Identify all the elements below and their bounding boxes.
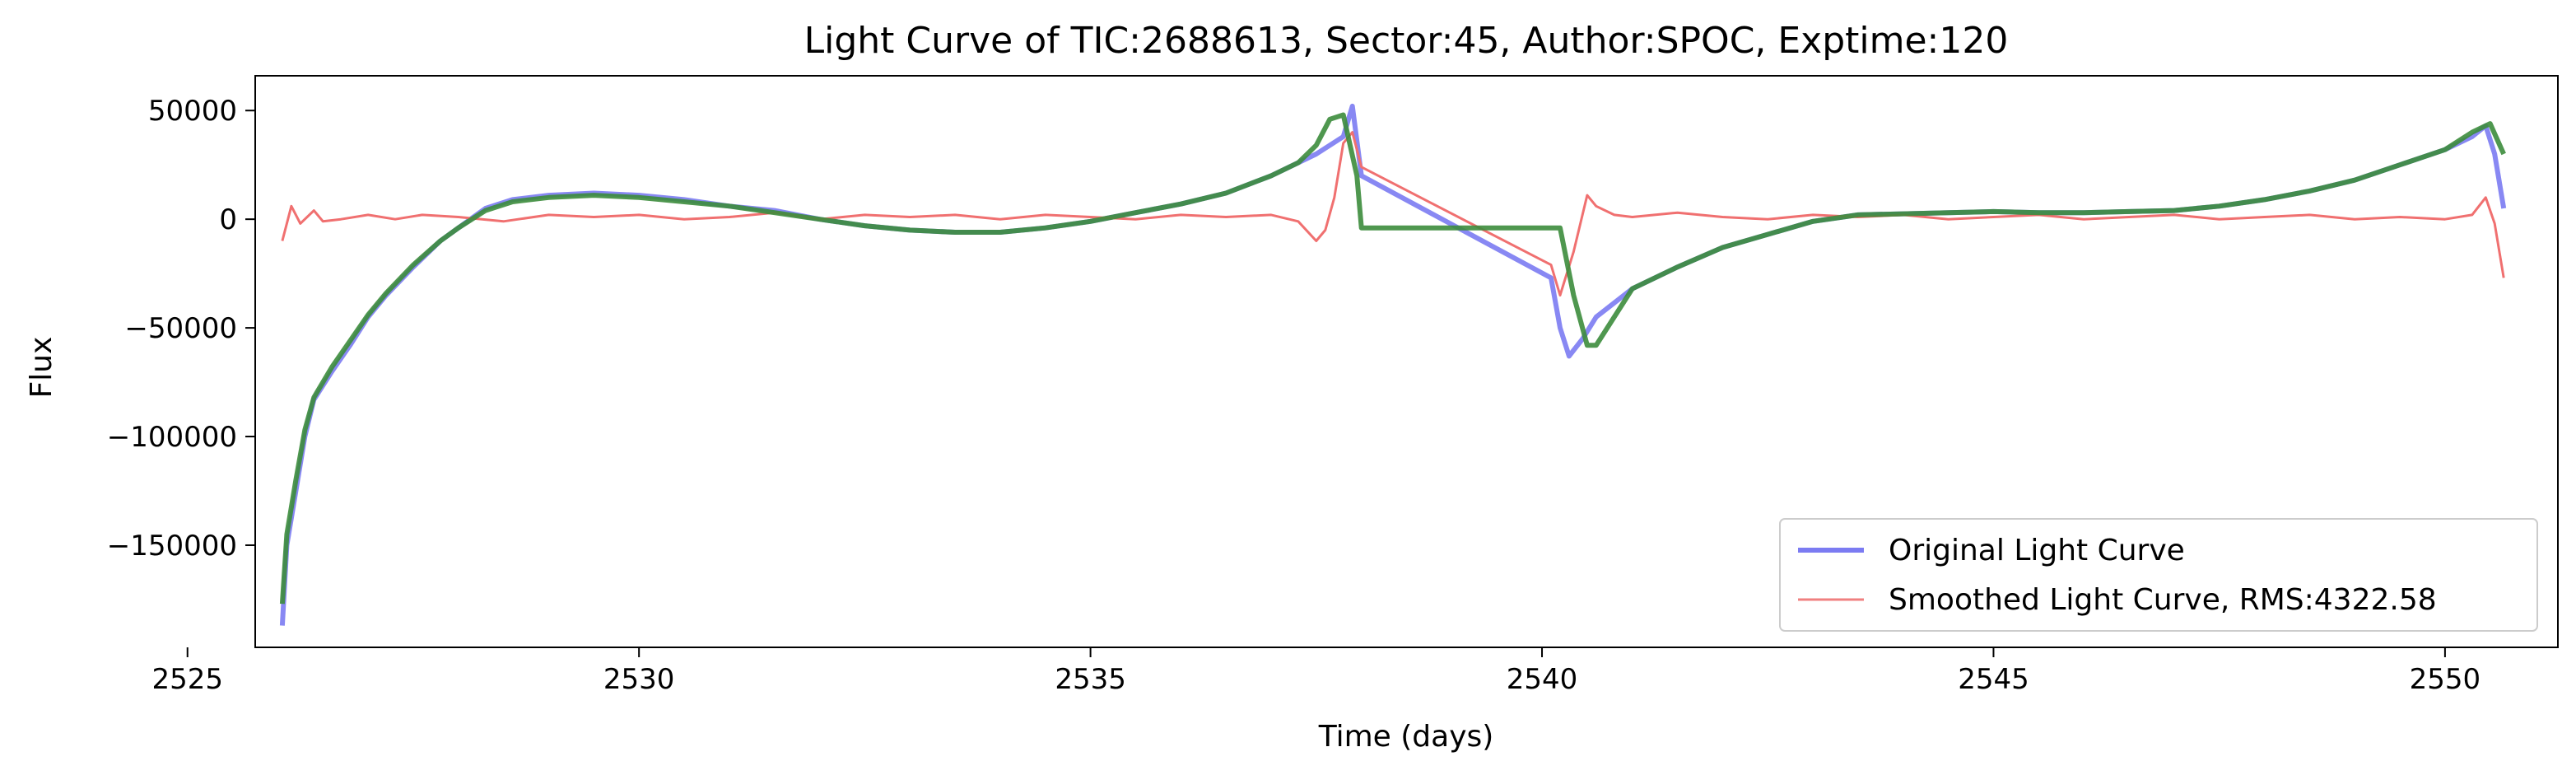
x-tick-label: 2550 (2410, 663, 2481, 696)
series-line-2 (281, 131, 2505, 296)
x-tick-label: 2535 (1055, 663, 1126, 696)
y-tick-label: 0 (219, 203, 237, 236)
x-axis-label: Time (days) (1318, 720, 1494, 754)
legend: Original Light Curve Smoothed Light Curve… (1779, 518, 2538, 632)
plot-area (254, 75, 2559, 648)
x-tick-label: 2530 (603, 663, 675, 696)
y-tick-label: −150000 (107, 530, 237, 563)
legend-label: Original Light Curve (1889, 534, 2185, 567)
legend-label: Smoothed Light Curve, RMS:4322.58 (1889, 583, 2437, 617)
y-axis-label: Flux (25, 337, 58, 399)
y-tick-label: −100000 (107, 421, 237, 454)
plot-frame (254, 75, 2559, 648)
y-tick-label: −50000 (124, 312, 237, 345)
y-axis-ticks: 50000 0 −50000 −100000 −150000 (107, 95, 255, 563)
y-tick-label: 50000 (148, 95, 237, 128)
x-tick-label: 2545 (1958, 663, 2029, 696)
x-tick-label: 2540 (1507, 663, 1578, 696)
chart-title: Light Curve of TIC:2688613, Sector:45, A… (804, 20, 2009, 62)
x-tick-label: 2525 (151, 663, 223, 696)
legend-box (1779, 518, 2538, 632)
series-line-3 (279, 112, 2506, 605)
x-axis-ticks: 2525 2530 2535 2540 2545 2550 (151, 647, 2481, 696)
